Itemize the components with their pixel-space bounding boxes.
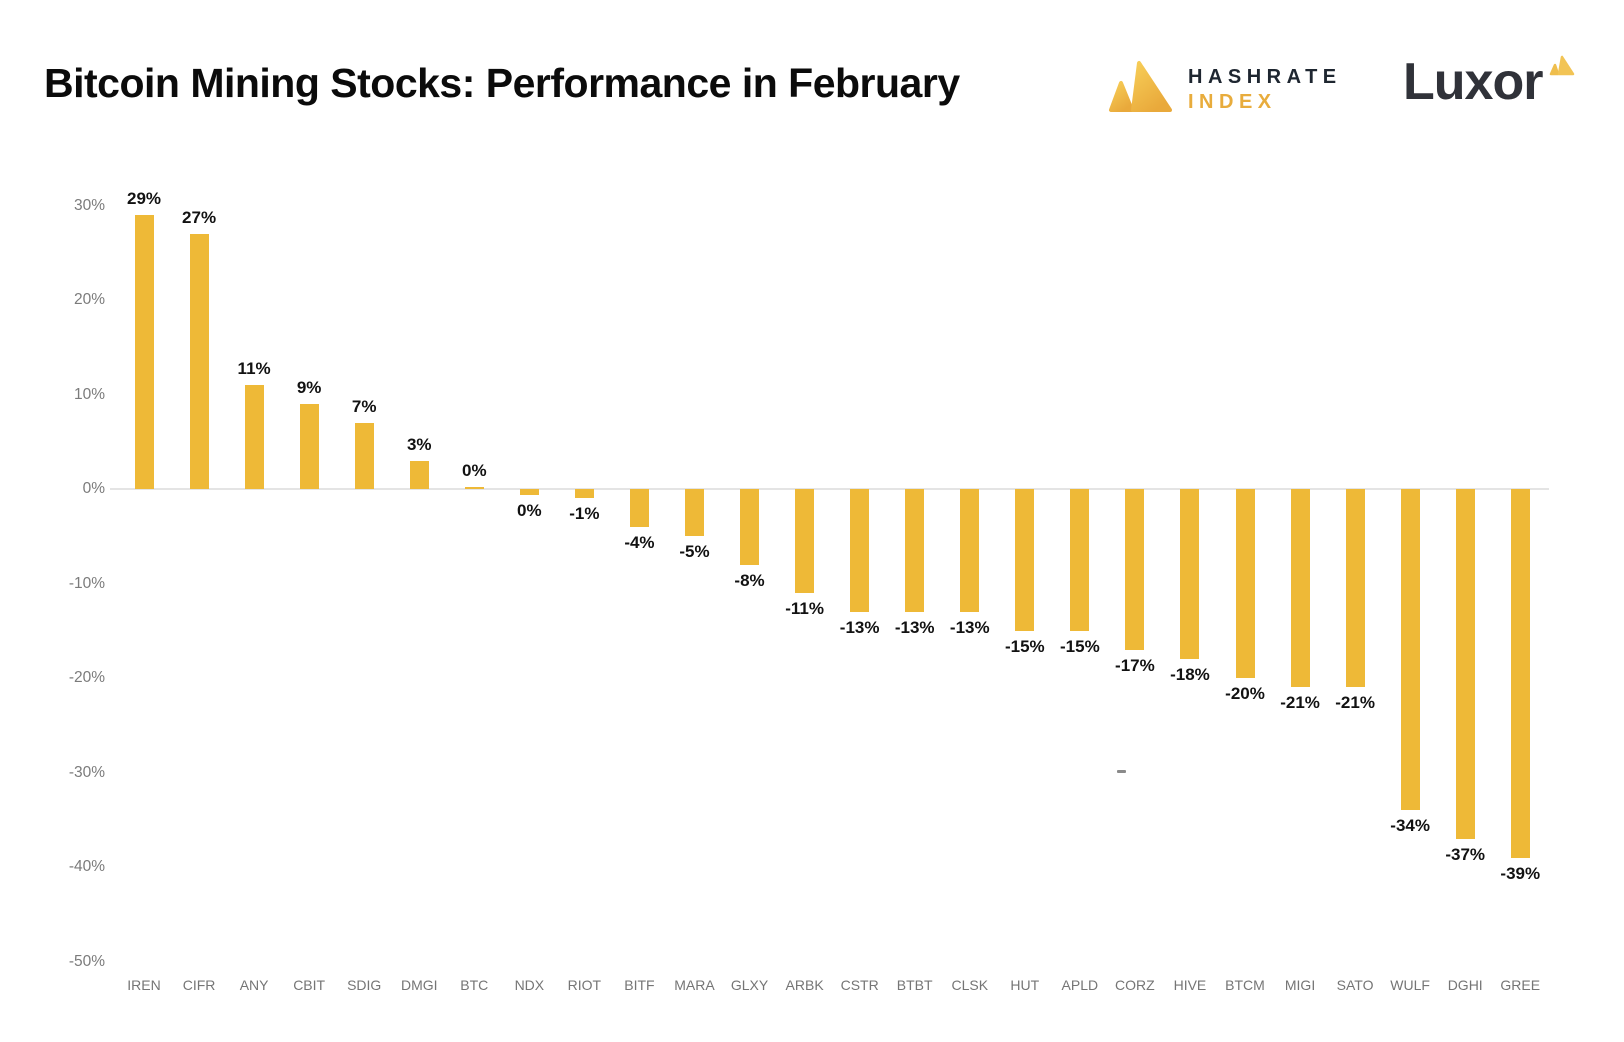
bar-dghi [1455,489,1475,839]
bar-cifr [189,233,209,489]
x-tick-label: NDX [514,977,545,993]
bar-value-label: -11% [785,598,824,618]
bar-value-label: 11% [237,359,271,379]
x-tick-label: CIFR [182,977,216,993]
bar-value-label: -4% [624,532,655,552]
bar-migi [1290,489,1310,688]
y-axis-label: 20% [73,291,105,308]
y-axis-label: -20% [68,669,105,686]
zero-baseline [110,488,1549,490]
bar-iren [134,214,154,489]
y-axis-label: 10% [73,385,105,403]
bar-wulf [1400,489,1420,811]
x-tick-label: MARA [674,977,715,993]
bar-value-label: 3% [406,434,432,454]
y-axis-label: -10% [68,574,105,592]
bar-value-label: -18% [1170,665,1210,685]
x-tick-label: BTBT [896,977,933,993]
bar-dmgi [409,460,429,489]
bar-value-label: -20% [1225,684,1265,703]
bar-value-label: -5% [679,542,710,562]
x-tick-label: ANY [239,977,269,993]
bar-value-label: -1% [569,504,600,524]
bar-value-label: -21% [1280,693,1320,713]
index-logo-text: INDEX [1188,91,1277,113]
bar-any [244,385,264,489]
bar-gree [1510,489,1530,858]
y-axis-label: -40% [68,858,105,875]
bar-corz [1125,489,1145,650]
x-tick-label: RIOT [567,977,602,993]
bar-riot [574,489,594,499]
bar-value-label: -37% [1445,844,1486,864]
y-axis-label: -50% [68,952,105,970]
bar-btbt [905,489,925,612]
bar-hut [1015,489,1035,631]
bar-value-label: -15% [1060,636,1100,656]
x-tick-label: CLSK [951,977,989,993]
bar-bitf [629,489,649,527]
bar-value-label: -39% [1500,863,1541,883]
bar-ndx [519,489,539,495]
bar-value-label: 29% [126,188,162,208]
hashrate-index-logo: HASHRATE INDEX [1108,60,1348,114]
bar-apld [1070,489,1090,631]
bar-value-label: 9% [296,377,322,397]
bar-cstr [850,489,870,612]
bar-value-label: -17% [1115,655,1155,675]
bar-hive [1180,489,1200,660]
bar-value-label: 0% [462,461,487,480]
bar-mara [685,489,704,537]
bar-cbit [299,403,319,489]
x-tick-label: HIVE [1173,977,1207,993]
x-tick-label: IREN [127,977,161,993]
bar-clsk [960,489,980,612]
stray-dash-mark [1117,770,1126,773]
x-tick-label: DGHI [1447,977,1483,993]
bar-value-label: 7% [351,396,377,416]
x-tick-label: GREE [1500,977,1541,993]
bar-value-label: -13% [949,617,990,637]
bar-value-label: 0% [517,500,542,520]
bar-btcm [1235,489,1255,678]
bar-btc [464,487,484,489]
x-tick-label: CORZ [1115,977,1155,993]
bar-glxy [740,489,760,565]
x-tick-label: SDIG [347,977,382,993]
hashrate-index-logo-icon [1109,61,1172,112]
bar-value-label: -34% [1390,816,1430,836]
x-tick-label: CSTR [840,977,879,993]
bar-value-label: 27% [182,207,217,227]
x-tick-label: GLXY [730,977,769,993]
luxor-logo-text: Luxor [1403,53,1543,111]
luxor-logo: Luxor [1403,52,1583,112]
bar-sato [1345,489,1365,688]
x-tick-label: WULF [1390,977,1430,993]
luxor-logo-triangle-icon [1549,55,1575,76]
x-tick-label: SATO [1336,977,1374,993]
x-tick-label: BITF [624,977,655,993]
y-axis-label: 30% [73,196,105,214]
bar-sdig [354,422,374,489]
bar-value-label: -8% [734,570,765,590]
x-tick-label: APLD [1061,977,1099,993]
bar-value-label: -21% [1335,693,1375,713]
x-tick-label: MIGI [1284,977,1316,993]
bar-value-label: -15% [1004,636,1045,656]
x-tick-label: DMGI [400,977,438,993]
bar-value-label: -13% [839,617,880,637]
page-title: Bitcoin Mining Stocks: Performance in Fe… [44,60,960,106]
y-axis-label: -30% [68,763,105,781]
x-tick-label: BTCM [1225,977,1265,993]
hashrate-logo-text: HASHRATE [1188,66,1342,88]
bar-value-label: -13% [894,617,935,637]
y-axis-label: 0% [82,480,105,497]
bar-arbk [795,489,815,593]
x-tick-label: CBIT [293,977,326,993]
x-tick-label: ARBK [785,977,824,993]
x-tick-label: HUT [1010,977,1040,993]
x-tick-label: BTC [460,977,489,993]
